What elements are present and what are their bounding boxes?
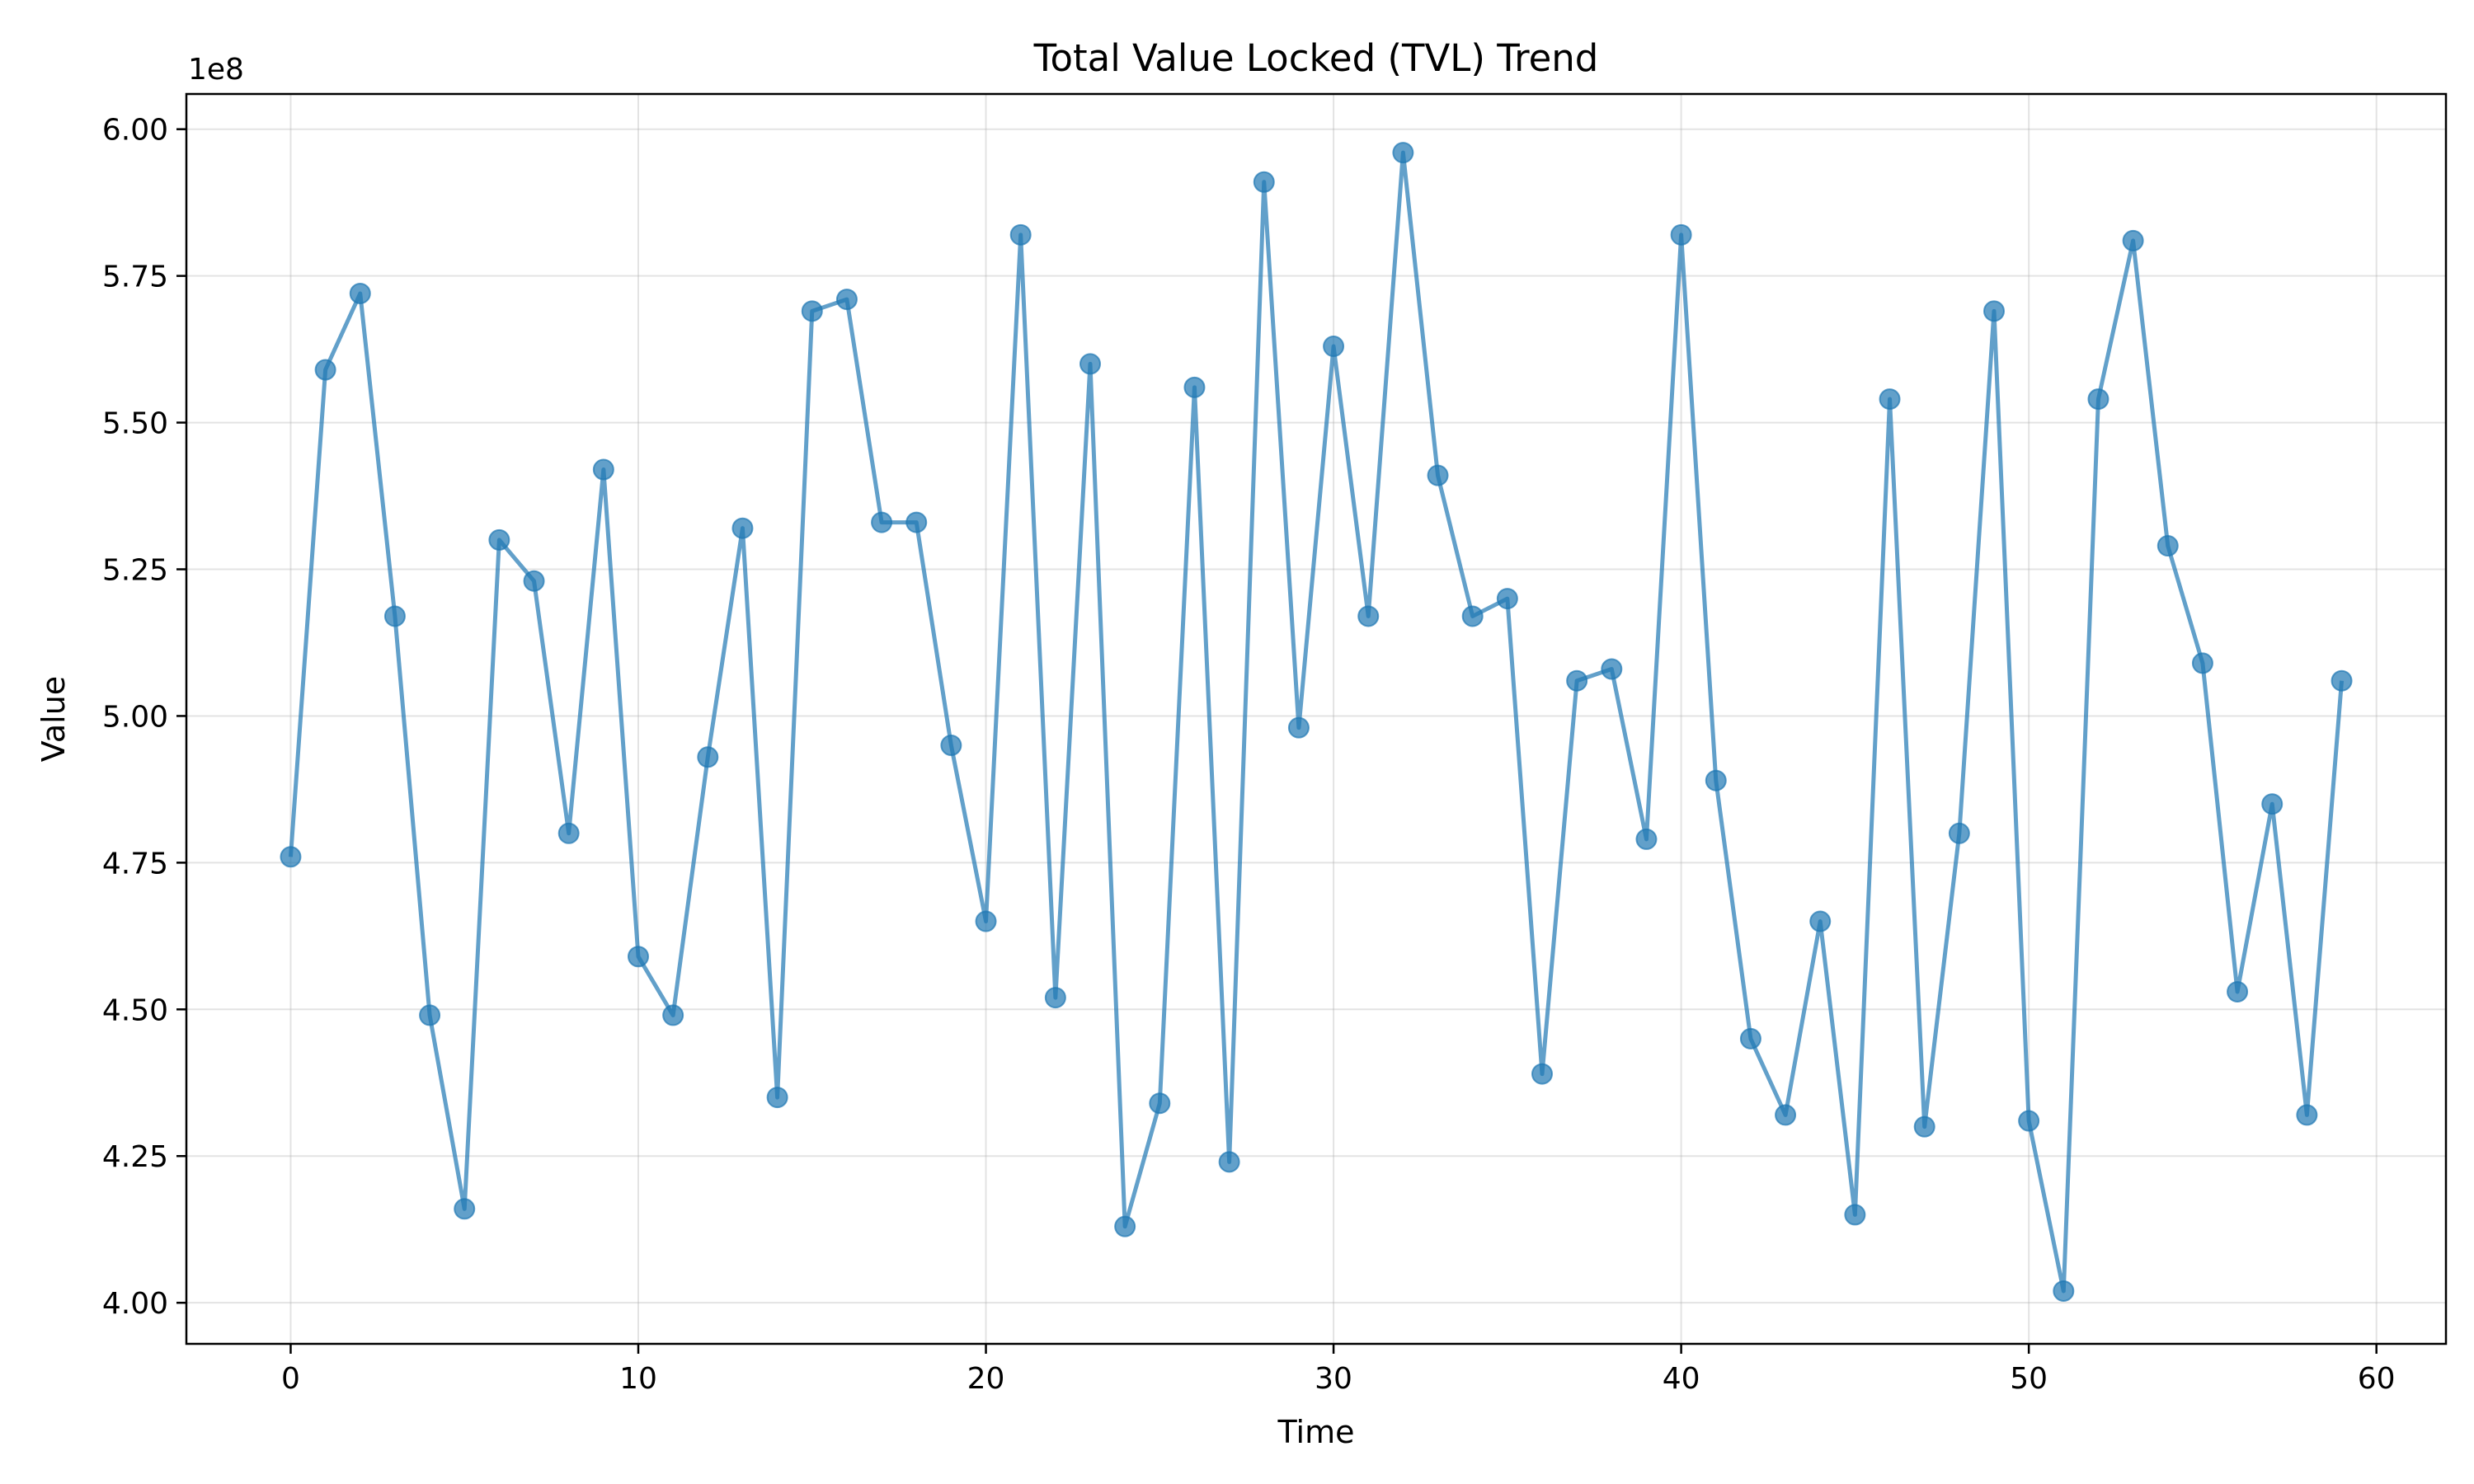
data-point — [1879, 388, 1901, 411]
data-point — [280, 846, 302, 868]
x-axis-label: Time — [1277, 1414, 1355, 1450]
axis-ticks: 0 10 20 30 40 50 60 4.00 4.25 4.50 4.75 5.00 5.25 5.5… — [102, 114, 2396, 1396]
data-point — [2087, 388, 2109, 411]
y-offset-label: 1e8 — [188, 53, 244, 87]
data-point — [975, 910, 997, 932]
y-tick-label: 4.50 — [102, 993, 168, 1027]
series-line — [288, 150, 2345, 1294]
data-point — [1427, 464, 1449, 486]
data-point — [1183, 376, 1206, 398]
data-point — [1253, 171, 1275, 193]
data-point — [383, 605, 406, 627]
data-point — [1496, 588, 1518, 610]
x-tick-label: 50 — [2010, 1362, 2048, 1396]
data-point — [1357, 605, 1380, 627]
data-point — [2053, 1280, 2075, 1302]
data-point — [2018, 1110, 2040, 1132]
data-point — [1705, 769, 1727, 791]
x-tick-label: 30 — [1315, 1362, 1352, 1396]
data-point — [1287, 716, 1310, 739]
x-tick-label: 0 — [281, 1362, 300, 1396]
data-point — [1739, 1027, 1761, 1050]
data-point — [940, 735, 962, 757]
data-point — [1775, 1104, 1797, 1126]
y-tick-label: 4.75 — [102, 847, 168, 881]
data-point — [1844, 1204, 1866, 1226]
data-point — [628, 946, 649, 968]
grid-lines — [186, 94, 2446, 1344]
data-point — [2261, 793, 2284, 815]
data-point — [835, 289, 858, 311]
data-point — [1809, 910, 1832, 932]
data-point — [592, 458, 614, 481]
x-tick-label: 60 — [2358, 1362, 2396, 1396]
data-point — [454, 1198, 476, 1220]
data-point — [1635, 828, 1658, 850]
data-point — [1461, 605, 1484, 627]
y-tick-label: 5.75 — [102, 261, 168, 294]
y-tick-label: 5.25 — [102, 554, 168, 588]
data-point — [1948, 822, 1970, 844]
data-point — [349, 282, 371, 304]
x-tick-label: 20 — [967, 1362, 1005, 1396]
data-point — [1913, 1115, 1935, 1138]
data-point — [2122, 229, 2144, 251]
y-tick-label: 4.25 — [102, 1140, 168, 1174]
data-point — [871, 511, 893, 533]
data-point — [1566, 669, 1588, 692]
x-tick-label: 10 — [619, 1362, 657, 1396]
data-point — [1323, 336, 1345, 358]
data-point — [1392, 142, 1414, 164]
data-point — [1218, 1151, 1240, 1173]
data-point — [1114, 1215, 1136, 1237]
data-point — [2191, 652, 2213, 674]
data-point — [2227, 980, 2249, 1003]
plot-frame — [185, 92, 2448, 1345]
data-point — [766, 1087, 788, 1109]
data-point — [1009, 223, 1032, 246]
data-point — [314, 359, 336, 381]
y-tick-label: 5.50 — [102, 407, 168, 441]
y-tick-label: 5.00 — [102, 700, 168, 734]
data-point — [731, 517, 754, 539]
data-point — [523, 570, 545, 592]
y-tick-label: 6.00 — [102, 114, 168, 148]
data-point — [697, 746, 719, 768]
data-point — [1670, 223, 1692, 246]
y-axis-label: Value — [35, 676, 72, 762]
x-tick-label: 40 — [1663, 1362, 1700, 1396]
data-point — [2157, 535, 2179, 557]
series-layer — [280, 142, 2353, 1302]
data-point — [662, 1004, 684, 1026]
data-point — [1983, 300, 2005, 322]
chart-title: Total Value Locked (TVL) Trend — [1033, 36, 1599, 80]
data-point — [905, 511, 928, 533]
data-point — [1601, 658, 1623, 680]
data-point — [488, 528, 510, 551]
data-point — [1044, 987, 1066, 1009]
data-point — [801, 300, 823, 322]
data-point — [1149, 1092, 1171, 1115]
data-point — [419, 1004, 441, 1026]
data-point — [1079, 353, 1101, 375]
data-point — [557, 822, 580, 844]
y-tick-label: 4.00 — [102, 1287, 168, 1321]
data-point — [2296, 1104, 2318, 1126]
data-point — [2331, 669, 2353, 692]
data-point — [1531, 1063, 1553, 1085]
